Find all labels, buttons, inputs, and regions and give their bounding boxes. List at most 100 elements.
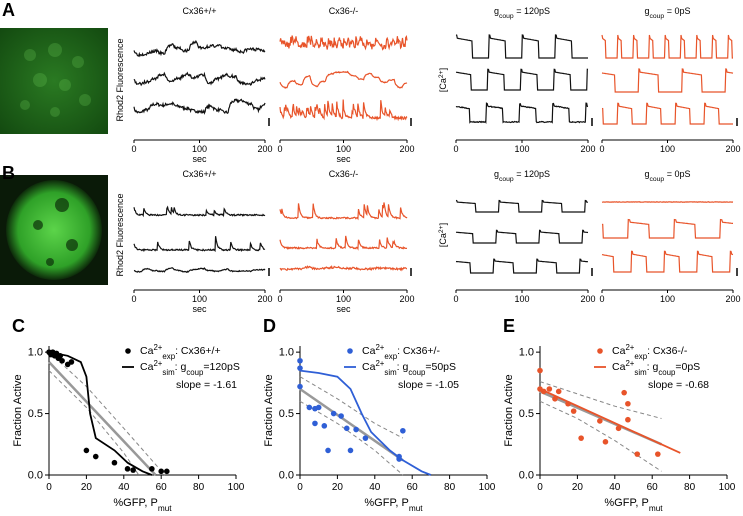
annotation: slope = -1.05 [398,379,459,391]
x-tick-label: 20 [332,482,344,493]
panel-title-part: coup [650,176,665,183]
x-axis-label-part: %GFP, P [113,497,157,509]
simulation-curve [299,369,432,476]
x-tick-label: 100 [479,482,496,493]
legend-label-part: Ca [140,345,154,357]
trace [133,71,266,87]
legend-label: Ca2+exp: Cx36-/- [612,343,688,361]
data-point [92,453,99,460]
panel-title-part: Cx36-/- [329,6,359,16]
x-axis-label-part: mut [158,504,172,513]
y-axis-label: [Ca2+] [438,223,449,247]
legend-label-part: Ca [362,345,376,357]
x-tick-label: 0 [46,482,52,493]
x-tick-label: 40 [609,482,621,493]
panel-title: gcoup = 0pS [645,6,691,20]
data-point [634,451,641,457]
x-tick-label: 100 [336,294,351,304]
data-point [570,408,577,414]
panel-title: Cx36-/- [329,6,359,16]
data-point [565,400,571,407]
x-axis-label: sec [336,154,351,164]
panel-title-part: Cx36-/- [329,169,359,179]
panel-label: B [2,163,15,183]
legend-label-part: exp [162,352,175,361]
data-point [59,357,65,364]
legend-label-part: : Cx36+/- [397,345,440,357]
x-axis-label-part: mut [409,504,423,513]
data-point [312,420,318,427]
y-tick-label: 0.0 [519,470,534,482]
panel-title-part: g [494,6,499,16]
legend-label: Ca2+sim: gcoup=0pS [612,359,700,377]
y-tick-label: 1.0 [279,347,294,359]
x-tick-label: 0 [277,144,282,154]
data-point [396,453,402,460]
legend-marker [125,348,131,354]
x-tick-label: 200 [725,294,740,304]
x-tick-label: 100 [514,294,529,304]
x-axis-label-part: %GFP, P [364,497,408,509]
x-tick-label: 100 [192,144,207,154]
legend-label-part: exp [634,352,647,361]
micrograph-texture [33,198,78,266]
data-point [57,353,64,359]
trace [279,70,408,89]
confidence-band [48,351,166,476]
data-point [164,468,170,475]
confidence-band [299,400,404,476]
legend-label-part: =50pS [425,361,456,373]
y-tick-label: 0.5 [28,408,43,420]
trace [279,235,408,251]
trace [133,267,266,273]
data-point [400,427,406,434]
x-tick-label: 60 [156,482,168,493]
x-tick-label: 200 [257,294,272,304]
data-point [597,418,603,424]
x-tick-label: 200 [580,294,595,304]
legend-label-part: coup [408,368,426,377]
panel-title-part: g [645,6,650,16]
data-point [552,396,558,402]
legend-label-part: 2+ [153,343,162,352]
x-tick-label: 100 [192,294,207,304]
legend-label-part: Ca [362,361,376,373]
y-tick-label: 1.0 [28,347,43,359]
panel-title: Cx36+/+ [182,169,216,179]
data-point [602,439,609,445]
x-tick-label: 100 [514,144,529,154]
panel-label: C [12,316,25,336]
trace [455,229,589,244]
trace [455,199,588,213]
legend-label-part: 2+ [625,359,634,368]
legend-label-part: sim [384,368,397,377]
data-point [149,466,155,472]
confidence-band [48,370,140,476]
panel-title: Cx36-/- [329,169,359,179]
legend-label-part: 2+ [625,343,634,352]
panel-label: A [2,0,15,20]
data-point [111,459,118,466]
trace [279,265,407,272]
trace [601,68,734,93]
data-point [124,466,131,472]
trace [133,205,266,218]
data-point [330,410,337,417]
legend-label-part: : g [397,361,409,373]
legend-label-part: Ca [612,345,626,357]
panel-title: gcoup = 120pS [494,6,550,20]
confidence-band [299,376,404,439]
panel-label: D [263,316,276,336]
x-axis-label: %GFP, Pmut [604,497,663,513]
data-point [321,423,328,429]
panel-title-part: g [645,169,650,179]
legend-label-part: coup [658,368,676,377]
y-axis-label: Rhod2 Fluorescence [115,193,125,276]
x-axis-label-part: mut [649,504,663,513]
panel-title-part: = 0pS [664,169,690,179]
x-tick-label: 0 [297,482,303,493]
micrograph [0,28,108,134]
x-tick-label: 200 [580,144,595,154]
data-point [158,468,164,475]
